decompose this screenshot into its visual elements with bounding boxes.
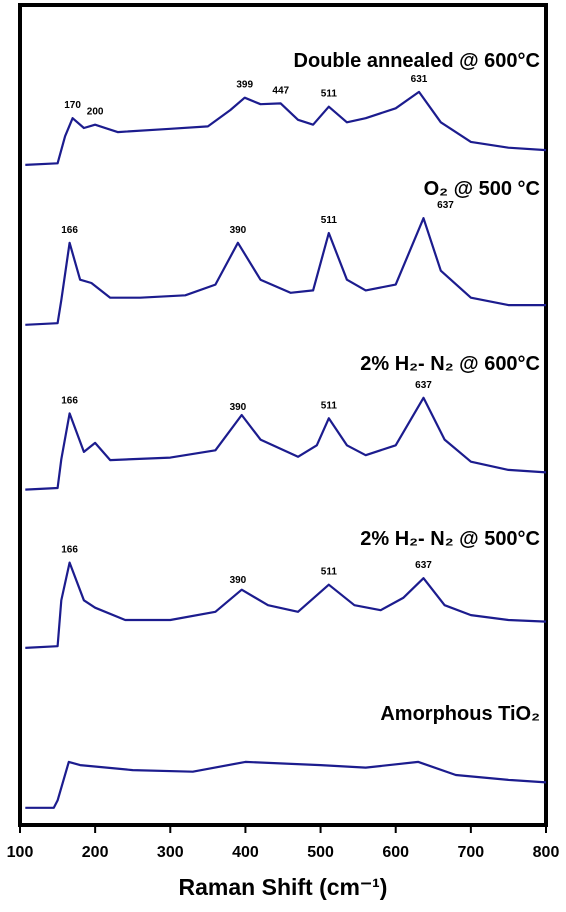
x-tick-label: 500 — [307, 844, 334, 861]
x-tick-label: 200 — [82, 844, 109, 861]
x-tick-label: 800 — [533, 844, 560, 861]
peak-label: 390 — [230, 575, 247, 586]
x-tick-label: 300 — [157, 844, 184, 861]
peak-label: 637 — [415, 380, 432, 391]
peak-label: 390 — [230, 402, 247, 413]
spectrum-line — [25, 217, 546, 326]
peak-label: 170 — [64, 100, 81, 111]
series-title: 2% H₂- N₂ @ 600°C — [360, 353, 540, 375]
peak-label: 166 — [61, 395, 78, 406]
spectrum-line — [25, 396, 547, 491]
x-tick-label: 600 — [382, 844, 409, 861]
series-title: Double annealed @ 600°C — [294, 50, 540, 72]
x-tick-label: 400 — [232, 844, 259, 861]
peak-label: 447 — [272, 85, 289, 96]
spectrum-line — [25, 90, 547, 166]
spectrum-line — [25, 760, 547, 809]
plot-frame — [18, 3, 548, 827]
peak-label: 511 — [321, 215, 338, 226]
peak-label: 511 — [321, 89, 338, 100]
peak-label: 631 — [411, 74, 428, 85]
peak-label: 511 — [321, 567, 338, 578]
peak-label: 637 — [415, 560, 432, 571]
series-title: O₂ @ 500 °C — [424, 178, 540, 200]
series-title: 2% H₂- N₂ @ 500°C — [360, 528, 540, 550]
peak-label: 166 — [61, 225, 78, 236]
peak-label: 511 — [321, 400, 338, 411]
peak-label: 637 — [437, 200, 454, 211]
peak-label: 166 — [61, 545, 78, 556]
x-axis-label: Raman Shift (cm⁻¹) — [179, 874, 388, 900]
peak-label: 390 — [230, 225, 247, 236]
peak-label: 200 — [87, 107, 104, 118]
peak-label: 399 — [236, 80, 253, 91]
spectrum-line — [25, 561, 547, 649]
series-title: Amorphous TiO₂ — [380, 703, 540, 725]
x-tick-label: 100 — [7, 844, 34, 861]
x-tick-label: 700 — [458, 844, 485, 861]
